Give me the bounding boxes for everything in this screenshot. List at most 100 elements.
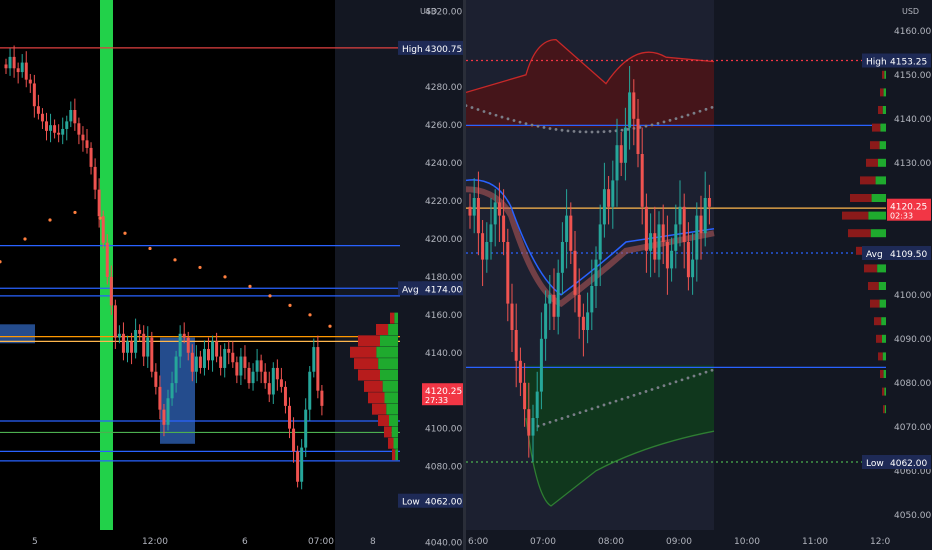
candle-body [12, 56, 16, 69]
y-axis-tick: 4240.00 [425, 159, 462, 169]
candle-body [255, 360, 259, 372]
vwap-dot [578, 411, 582, 415]
candle-body [300, 447, 304, 482]
vwap-dot [704, 370, 708, 374]
candle-body [678, 206, 682, 225]
vwap-dot [572, 129, 576, 133]
volume-bar-sell [392, 449, 396, 461]
level-price: 4120.25 [890, 203, 927, 213]
volume-bar-buy [879, 299, 886, 308]
candle-body [134, 330, 138, 353]
volume-bar-buy [376, 346, 398, 358]
candle-body [531, 418, 535, 436]
volume-bar-buy [881, 317, 886, 326]
candle-body [304, 409, 308, 448]
candle-body [178, 333, 182, 357]
vwap-dot [48, 218, 52, 222]
candle-body [518, 360, 522, 383]
level-label: High [402, 45, 423, 55]
y-axis-tick: 4260.00 [425, 121, 462, 131]
candle-body [142, 333, 146, 357]
volume-bar-sell [848, 229, 871, 238]
level-label-bg [862, 53, 892, 68]
volume-bar-sell [368, 392, 385, 404]
vwap-dot [554, 128, 558, 131]
volume-bar-buy [380, 369, 398, 381]
vwap-dot [668, 118, 672, 122]
volume-bar-buy [384, 392, 398, 404]
volume-bar-sell [864, 264, 878, 273]
volume-bar-buy [386, 403, 398, 415]
vwap-dot [650, 123, 654, 127]
left-price-chart[interactable]: 4320.004300.004280.004260.004240.004220.… [0, 0, 463, 550]
vwap-dot [644, 124, 648, 128]
candle-body [565, 215, 569, 242]
candle-body [166, 398, 170, 425]
candle-body [539, 338, 543, 392]
vwap-dot [704, 107, 708, 111]
candle-body [497, 202, 501, 216]
right-price-chart[interactable]: 4160.004150.004140.004130.004120.004110.… [466, 0, 932, 550]
volume-bar-sell [354, 358, 379, 370]
level-label-bg [398, 493, 428, 508]
vwap-dot [644, 390, 648, 393]
candle-body [251, 371, 255, 384]
level-label-bg [398, 281, 428, 296]
candle-body [628, 92, 632, 128]
left-chart-pane[interactable]: 4320.004300.004280.004260.004240.004220.… [0, 0, 463, 550]
volume-bar-sell [376, 324, 389, 335]
candle-body [263, 371, 267, 384]
pane-divider[interactable] [463, 0, 466, 550]
y-axis-tick: 4160.00 [894, 27, 931, 37]
candle-body [121, 333, 125, 353]
vwap-dot [662, 384, 666, 388]
vwap-dot [614, 399, 618, 403]
x-axis-tick: 07:00 [308, 537, 334, 547]
vwap-dot [626, 395, 630, 399]
y-axis-tick: 4080.00 [894, 379, 931, 389]
vwap-dot [608, 401, 612, 405]
volume-bar-sell [880, 88, 884, 97]
session-shade [335, 0, 463, 550]
volume-bar-buy [391, 426, 398, 438]
level-price: 4109.50 [890, 250, 927, 260]
right-chart-pane[interactable]: 4160.004150.004140.004130.004120.004110.… [466, 0, 932, 550]
candle-body [207, 348, 210, 361]
candle-body [619, 145, 623, 163]
candle-body [279, 379, 283, 387]
level-price-tag [422, 40, 463, 55]
level-label: Avg [402, 285, 419, 295]
candle-body [49, 125, 53, 131]
vwap-dot [530, 123, 534, 127]
vwap-dot [466, 104, 468, 107]
candle-body [544, 303, 548, 339]
volume-bar-buy [388, 324, 398, 335]
y-axis-tick: 4220.00 [425, 197, 462, 207]
vwap-dot [698, 109, 702, 113]
level-price: 4062.00 [890, 459, 927, 469]
volume-profile-block [160, 337, 195, 444]
vwap-dot [506, 117, 510, 121]
volume-profile-block [0, 324, 35, 344]
candle-body [489, 224, 493, 242]
volume-bar-buy [875, 176, 886, 185]
x-axis-tick: 6:00 [468, 537, 488, 547]
volume-bar-buy [883, 370, 886, 378]
x-axis-tick: 5 [32, 537, 38, 547]
countdown-timer: 02:33 [890, 212, 913, 221]
upper-band-fill [466, 39, 714, 128]
volume-bar-sell [358, 335, 380, 347]
candle-body [556, 272, 560, 317]
y-axis-tick: 4080.00 [425, 463, 462, 473]
level-label: Low [402, 498, 420, 508]
candle-body [472, 198, 476, 216]
candle-body [632, 92, 636, 119]
candle-body [202, 348, 206, 368]
volume-bar-sell [874, 317, 882, 326]
candle-body [535, 391, 539, 418]
candle-body [45, 121, 48, 131]
candle-body [674, 224, 678, 251]
volume-bar-buy [879, 141, 886, 150]
candle-body [510, 303, 514, 330]
vwap-dot [608, 129, 612, 133]
